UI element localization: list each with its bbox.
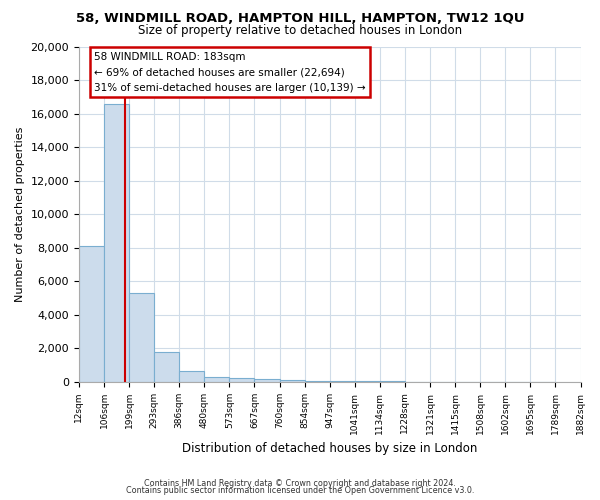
- Bar: [154, 352, 179, 382]
- Bar: [79, 246, 104, 382]
- Bar: [305, 381, 330, 382]
- Y-axis label: Number of detached properties: Number of detached properties: [15, 126, 25, 302]
- Text: Size of property relative to detached houses in London: Size of property relative to detached ho…: [138, 24, 462, 37]
- Text: 58, WINDMILL ROAD, HAMPTON HILL, HAMPTON, TW12 1QU: 58, WINDMILL ROAD, HAMPTON HILL, HAMPTON…: [76, 12, 524, 26]
- Bar: [104, 104, 129, 382]
- Bar: [330, 381, 355, 382]
- X-axis label: Distribution of detached houses by size in London: Distribution of detached houses by size …: [182, 442, 478, 455]
- Bar: [280, 380, 305, 382]
- Text: Contains HM Land Registry data © Crown copyright and database right 2024.: Contains HM Land Registry data © Crown c…: [144, 478, 456, 488]
- Bar: [129, 293, 154, 382]
- Text: Contains public sector information licensed under the Open Government Licence v3: Contains public sector information licen…: [126, 486, 474, 495]
- Bar: [179, 371, 205, 382]
- Bar: [229, 378, 254, 382]
- Text: 58 WINDMILL ROAD: 183sqm
← 69% of detached houses are smaller (22,694)
31% of se: 58 WINDMILL ROAD: 183sqm ← 69% of detach…: [94, 52, 365, 92]
- Bar: [205, 377, 229, 382]
- Bar: [254, 379, 280, 382]
